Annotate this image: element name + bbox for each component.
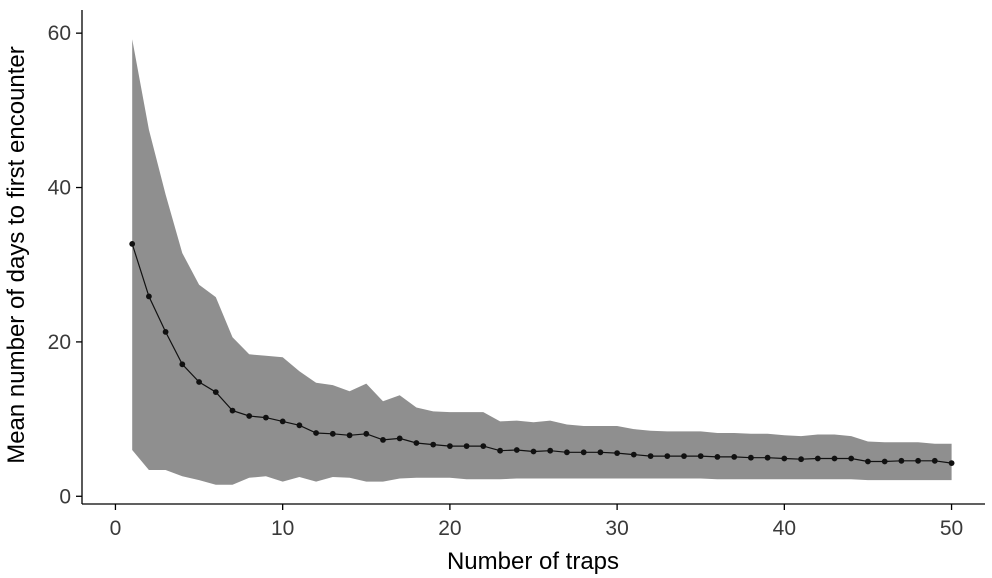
data-point <box>614 450 620 456</box>
data-point <box>814 455 821 462</box>
data-point <box>447 443 453 449</box>
x-axis-title: Number of traps <box>447 548 619 575</box>
data-point <box>413 440 420 446</box>
data-point <box>396 435 403 442</box>
data-point <box>915 457 921 464</box>
plot-area <box>129 39 955 485</box>
data-point <box>948 460 955 466</box>
data-point <box>162 329 169 335</box>
data-point <box>580 449 587 456</box>
data-point <box>212 389 219 395</box>
y-axis-title: Mean number of days to first encounter <box>3 46 30 464</box>
data-point <box>263 414 269 421</box>
data-point <box>931 457 938 464</box>
x-tick-label: 20 <box>438 517 461 540</box>
data-point <box>630 451 637 458</box>
data-point <box>463 443 470 449</box>
y-tick-label: 0 <box>59 485 71 508</box>
data-point <box>497 447 503 454</box>
data-point <box>831 455 838 462</box>
data-point <box>146 293 152 300</box>
data-point <box>697 453 704 459</box>
y-tick-label: 20 <box>48 331 71 354</box>
x-tick-label: 0 <box>110 517 122 540</box>
data-point <box>346 432 353 439</box>
data-point <box>848 455 855 462</box>
data-point <box>246 413 253 419</box>
data-point <box>480 443 487 449</box>
data-point <box>279 418 286 425</box>
y-tick-label: 40 <box>48 177 71 200</box>
data-point <box>430 441 437 448</box>
data-point <box>329 430 336 437</box>
data-point <box>898 457 905 464</box>
data-point <box>196 379 203 385</box>
ticks: 0 10 20 30 40 50 0 20 40 60 <box>48 22 964 540</box>
data-point <box>380 437 386 443</box>
data-point <box>731 454 738 460</box>
data-point <box>764 454 771 461</box>
data-point <box>714 454 721 460</box>
data-point <box>129 241 136 247</box>
data-point <box>865 458 871 465</box>
x-tick-label: 40 <box>773 517 796 540</box>
x-tick-label: 10 <box>271 517 294 540</box>
axes <box>81 10 985 505</box>
data-point <box>229 407 236 414</box>
data-point <box>798 456 804 463</box>
range-band <box>132 39 952 485</box>
data-point <box>681 453 687 459</box>
x-tick-label: 30 <box>605 517 628 540</box>
data-point <box>748 454 754 461</box>
y-tick-label: 60 <box>48 22 71 45</box>
data-point <box>781 455 788 462</box>
data-point <box>513 447 520 453</box>
data-point <box>564 449 570 456</box>
data-point <box>647 453 654 459</box>
data-point <box>664 453 671 459</box>
data-point <box>296 422 303 429</box>
x-tick-label: 50 <box>940 517 963 540</box>
data-point <box>530 448 537 455</box>
data-point <box>313 430 319 436</box>
data-point <box>547 447 554 454</box>
data-point <box>363 430 370 437</box>
data-point <box>179 361 186 368</box>
data-point <box>597 449 604 456</box>
data-point <box>881 458 888 465</box>
